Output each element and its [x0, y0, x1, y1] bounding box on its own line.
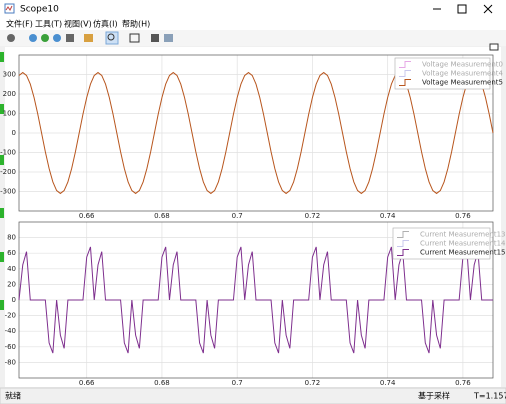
- y-tick-label: 300: [3, 71, 16, 79]
- app-icon-wave: [5, 5, 13, 11]
- block-port: [0, 155, 4, 165]
- menu-item[interactable]: 帮助(H): [122, 19, 150, 29]
- y-tick-label: -200: [0, 168, 16, 176]
- cursor-button[interactable]: [151, 34, 159, 42]
- x-tick-label: 0.76: [455, 379, 471, 387]
- legend-label: Current Measurement14: [420, 240, 506, 248]
- y-tick-label: 40: [7, 265, 16, 273]
- x-tick-label: 0.7: [232, 379, 243, 387]
- legend-label: Current Measurement13: [420, 231, 505, 239]
- legend-swatch: [397, 249, 409, 256]
- legend-swatch: [397, 231, 409, 238]
- x-tick-label: 0.68: [154, 379, 170, 387]
- y-tick-label: 100: [3, 110, 16, 118]
- block-port: [0, 300, 4, 310]
- block-port: [0, 252, 4, 262]
- x-tick-label: 0.66: [79, 379, 95, 387]
- toolbar: [0, 30, 506, 46]
- data-line: [18, 71, 494, 195]
- y-tick-label: 200: [3, 90, 16, 98]
- zoom-icon: [107, 33, 115, 41]
- legend-swatch: [399, 79, 411, 86]
- undock-button[interactable]: [489, 43, 499, 51]
- y-tick-label: 0: [12, 296, 16, 304]
- legend-label: Voltage Measurement4: [422, 70, 504, 78]
- legend-swatch: [399, 70, 411, 77]
- x-tick-label: 0.76: [455, 212, 471, 220]
- block-port: [0, 104, 4, 114]
- status-text: 就绪: [5, 391, 21, 401]
- menu-item[interactable]: 视图(V): [64, 19, 92, 29]
- maximize-button[interactable]: [457, 4, 467, 14]
- autoscale-button[interactable]: [129, 33, 140, 43]
- x-tick-label: 0.7: [232, 212, 243, 220]
- stop-button[interactable]: [66, 34, 74, 42]
- run-button[interactable]: [41, 34, 49, 42]
- y-tick-label: 80: [7, 234, 16, 242]
- legend-label: Current Measurement15: [420, 249, 505, 257]
- settings-button[interactable]: [7, 34, 15, 42]
- sample-mode: 基于采样: [418, 391, 450, 401]
- y-tick-label: -80: [5, 358, 16, 366]
- legend-label: Voltage Measurement0: [422, 61, 503, 69]
- legend-box: [392, 227, 491, 260]
- y-tick-label: 0: [12, 129, 16, 137]
- y-tick-label: -300: [0, 188, 16, 196]
- x-tick-label: 0.72: [305, 212, 321, 220]
- x-tick-label: 0.74: [380, 379, 396, 387]
- legend-swatch: [397, 240, 409, 247]
- highlight-button[interactable]: [84, 34, 93, 42]
- step-forward-button[interactable]: [53, 34, 61, 42]
- window-title: Scope10: [20, 5, 59, 15]
- menu-bar: [0, 17, 506, 30]
- x-tick-label: 0.68: [154, 212, 170, 220]
- menu-item[interactable]: 仿真(I): [93, 19, 118, 29]
- y-tick-label: 60: [7, 249, 16, 257]
- legend-label: Voltage Measurement5: [422, 79, 503, 87]
- step-back-button[interactable]: [29, 34, 37, 42]
- title-bar: [0, 0, 506, 17]
- block-port: [0, 52, 4, 62]
- menu-item[interactable]: 工具(T): [35, 20, 62, 29]
- menu-item[interactable]: 文件(F): [6, 19, 33, 29]
- x-tick-label: 0.66: [79, 212, 95, 220]
- block-port: [0, 208, 4, 218]
- legend-swatch: [399, 61, 411, 68]
- y-tick-label: 20: [7, 280, 16, 288]
- y-tick-label: -20: [5, 312, 16, 320]
- y-tick-label: -60: [5, 343, 16, 351]
- y-tick-label: -40: [5, 327, 16, 335]
- x-tick-label: 0.74: [380, 212, 396, 220]
- legend-box: [394, 57, 491, 90]
- style-button[interactable]: [164, 34, 173, 42]
- close-button[interactable]: [483, 4, 493, 14]
- status-bar: [0, 387, 506, 404]
- y-tick-label: -100: [0, 149, 16, 157]
- data-line: [18, 246, 493, 354]
- background-blocks: [0, 52, 4, 310]
- toolbar-icons: [7, 31, 173, 45]
- x-tick-label: 0.72: [305, 379, 321, 387]
- sim-time: T=1.157: [473, 392, 506, 401]
